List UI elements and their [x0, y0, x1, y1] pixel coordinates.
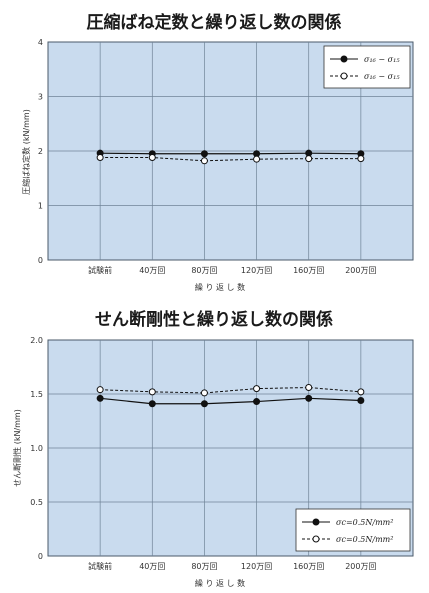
x-tick-label: 160万回 [293, 266, 324, 275]
legend: σ₁₆ − σ₁₅ σ₁₆ − σ₁₅ [323, 45, 411, 89]
data-point [305, 384, 313, 392]
data-point [253, 398, 261, 406]
legend-label: σc=0.5N/mm² [336, 535, 393, 544]
legend-swatch-marker [340, 55, 348, 63]
data-point [148, 400, 156, 408]
x-tick-label: 120万回 [241, 266, 272, 275]
legend-box [295, 508, 411, 552]
y-tick-label: 1.0 [30, 444, 43, 453]
y-tick-label: 0 [38, 256, 43, 265]
data-point [96, 394, 104, 402]
x-axis-label: 繰 り 返 し 数 [195, 578, 245, 588]
y-tick-label: 1.5 [30, 390, 43, 399]
series-line [100, 152, 361, 155]
legend-label: σ₁₆ − σ₁₅ [364, 72, 400, 81]
x-tick-label: 80万回 [191, 266, 217, 275]
x-tick-label: 200万回 [345, 562, 376, 571]
data-point [253, 385, 261, 393]
data-point [357, 155, 365, 163]
data-point [357, 388, 365, 396]
chart-spring-constant: 圧縮ばね定数と繰り返し数の関係 圧縮ばね定数 (kN/mm) 繰 り 返 し 数… [21, 12, 414, 292]
x-tick-label: 40万回 [139, 266, 165, 275]
y-tick-label: 3 [38, 93, 43, 102]
data-point [200, 157, 208, 165]
y-axis-label: 圧縮ばね定数 (kN/mm) [21, 109, 31, 195]
data-point [148, 154, 156, 162]
y-tick-label: 0 [38, 552, 43, 561]
legend-swatch-marker [312, 535, 320, 543]
legend-label: σc=0.5N/mm² [336, 518, 393, 527]
data-point [305, 155, 313, 163]
y-axis-label: せん断剛性 (kN/mm) [12, 409, 22, 487]
x-tick-label: 試験前 [88, 265, 112, 275]
y-tick-label: 4 [38, 38, 43, 47]
data-point [253, 155, 261, 163]
legend-swatch-marker [340, 72, 348, 80]
y-tick-label: 2.0 [30, 336, 43, 345]
y-tick-label: 2 [38, 147, 43, 156]
x-tick-label: 200万回 [345, 266, 376, 275]
x-axis-label: 繰 り 返 し 数 [195, 282, 245, 292]
data-point [200, 150, 208, 158]
series-line [100, 387, 361, 394]
y-tick-label: 1 [38, 202, 43, 211]
data-point [148, 388, 156, 396]
x-tick-label: 120万回 [241, 562, 272, 571]
legend-label: σ₁₆ − σ₁₅ [364, 55, 400, 64]
data-point [200, 389, 208, 397]
data-point [96, 386, 104, 394]
legend: σc=0.5N/mm² σc=0.5N/mm² [295, 508, 411, 552]
data-point [305, 394, 313, 402]
x-tick-label: 40万回 [139, 562, 165, 571]
x-tick-label: 試験前 [88, 561, 112, 571]
y-tick-label: 0.5 [30, 498, 43, 507]
series-line [100, 157, 361, 162]
data-point [357, 396, 365, 404]
chart-shear-stiffness: せん断剛性と繰り返し数の関係 せん断剛性 (kN/mm) 繰 り 返 し 数 0… [12, 309, 414, 588]
x-tick-label: 80万回 [191, 562, 217, 571]
data-point [200, 400, 208, 408]
chart-title: せん断剛性と繰り返し数の関係 [95, 309, 333, 330]
data-point [96, 154, 104, 162]
chart-title: 圧縮ばね定数と繰り返し数の関係 [87, 12, 342, 33]
series-line [100, 397, 361, 405]
legend-swatch-marker [312, 518, 320, 526]
x-tick-label: 160万回 [293, 562, 324, 571]
legend-box [323, 45, 411, 89]
